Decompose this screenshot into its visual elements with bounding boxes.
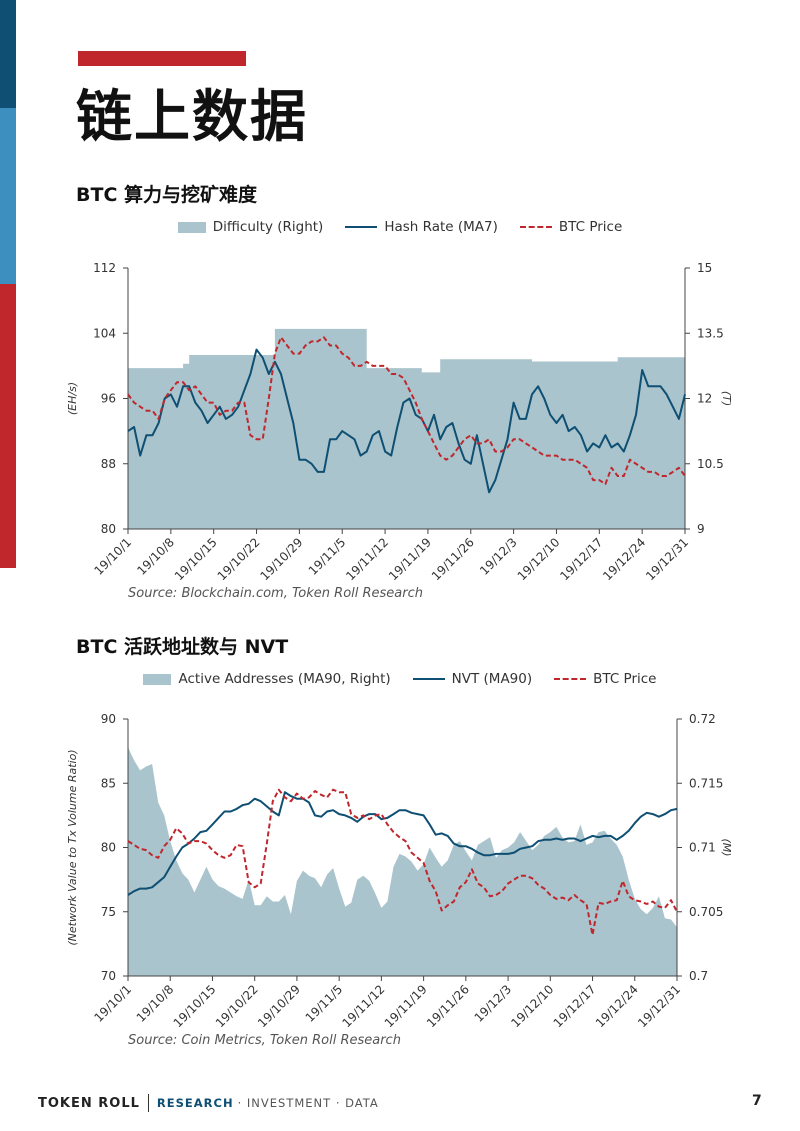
chart1-legend-swatch-line <box>345 226 378 228</box>
heading-rule <box>78 51 246 66</box>
chart1-legend-item-hashrate: Hash Rate (MA7) <box>345 219 498 235</box>
chart1-legend-swatch-dash <box>519 226 552 228</box>
chart1-ytick-right-label-1: 10.5 <box>697 457 724 471</box>
chart1-xtick-label-1: 19/10/8 <box>134 535 177 578</box>
chart2-legend-label-active: Active Addresses (MA90, Right) <box>178 671 391 687</box>
chart2-xtick-label-6: 19/11/12 <box>339 982 387 1030</box>
chart2-xtick-label-0: 19/10/1 <box>92 982 135 1025</box>
chart1-legend-item-difficulty: Difficulty (Right) <box>177 219 324 235</box>
chart1-legend-label-price: BTC Price <box>558 219 623 235</box>
chart2-series-1-line <box>127 791 678 896</box>
chart1-legend-label-difficulty: Difficulty (Right) <box>212 219 324 235</box>
chart1-xtick-label-12: 19/12/24 <box>600 535 648 583</box>
chart2-legend-label-price: BTC Price <box>593 671 657 687</box>
chart2-xtick-label-12: 19/12/24 <box>593 982 641 1030</box>
chart2-xtick-label-11: 19/12/17 <box>551 982 599 1030</box>
chart1-xtick-label-13: 19/12/31 <box>643 535 691 583</box>
chart2-ytick-left-label-3: 85 <box>101 776 116 790</box>
chart2-ytick-left-label-2: 80 <box>101 841 116 855</box>
chart1-legend: Difficulty (Right) Hash Rate (MA7) BTC P… <box>0 219 800 235</box>
chart1-xtick-label-5: 19/11/5 <box>306 535 349 578</box>
chart2-legend-item-nvt: NVT (MA90) <box>412 671 533 687</box>
chart1-xtick-label-3: 19/10/22 <box>215 535 263 583</box>
chart1-legend-swatch-area <box>177 221 206 233</box>
footer-tag-rest: · INVESTMENT · DATA <box>237 1096 379 1110</box>
chart1-xtick-label-0: 19/10/1 <box>92 535 135 578</box>
chart1-title: BTC 算力与挖矿难度 <box>76 184 258 206</box>
chart1-series-1-line <box>127 348 686 494</box>
chart2-xtick-label-4: 19/10/29 <box>255 982 303 1030</box>
chart2-legend-label-nvt: NVT (MA90) <box>451 671 533 687</box>
chart1-ylabel-right: (T) <box>720 391 733 406</box>
chart2-legend: Active Addresses (MA90, Right) NVT (MA90… <box>0 671 800 687</box>
footer-separator <box>147 1094 149 1112</box>
edge-accent-red <box>0 284 16 568</box>
chart2-xtick-label-2: 19/10/15 <box>171 982 219 1030</box>
chart2-series-2-dashed-line <box>127 788 678 936</box>
chart2-xtick-label-1: 19/10/8 <box>134 982 177 1025</box>
chart2-legend-swatch-area <box>143 673 172 685</box>
chart2-ytick-right-label-3: 0.715 <box>689 776 723 790</box>
chart1-ytick-right-label-4: 15 <box>697 261 712 275</box>
chart1-xtick-label-10: 19/12/10 <box>515 535 563 583</box>
chart2-title: BTC 活跃地址数与 NVT <box>76 636 289 658</box>
chart1-ytick-right-label-2: 12 <box>697 392 712 406</box>
chart2-xtick-label-7: 19/11/19 <box>382 982 430 1030</box>
chart2-legend-swatch-line <box>412 678 445 680</box>
chart2-ytick-right-label-1: 0.705 <box>689 905 723 919</box>
chart2-xtick-label-8: 19/11/26 <box>424 982 472 1030</box>
chart2-ytick-right-label-0: 0.7 <box>689 969 708 983</box>
chart1-ytick-right-label-0: 9 <box>697 522 705 536</box>
footer-brand: TOKEN ROLL <box>38 1095 140 1111</box>
chart1-xtick-label-9: 19/12/3 <box>477 535 520 578</box>
chart2-source: Source: Coin Metrics, Token Roll Researc… <box>128 1033 401 1048</box>
chart1-ytick-left-label-2: 96 <box>101 392 116 406</box>
chart2-ylabel-right: (M) <box>720 838 733 856</box>
chart1-ytick-left-label-3: 104 <box>93 326 116 340</box>
footer: TOKEN ROLL RESEARCH · INVESTMENT · DATA <box>38 1094 379 1112</box>
chart2-xtick-label-5: 19/11/5 <box>303 982 346 1025</box>
chart1-xtick-label-11: 19/12/17 <box>557 535 605 583</box>
chart1-ytick-left-label-1: 88 <box>101 457 116 471</box>
chart2-ylabel-left: (Network Value to Tx Volume Ratio) <box>66 749 79 945</box>
chart2-xtick-label-9: 19/12/3 <box>472 982 515 1025</box>
chart2-ytick-left-label-4: 90 <box>101 712 116 726</box>
chart1-source: Source: Blockchain.com, Token Roll Resea… <box>128 586 424 601</box>
chart1-xtick-label-4: 19/10/29 <box>257 535 305 583</box>
chart2-xtick-label-3: 19/10/22 <box>213 982 261 1030</box>
chart1-xtick-label-2: 19/10/15 <box>172 535 220 583</box>
edge-accent-blue <box>0 108 16 284</box>
chart1-series-2-dashed-line <box>127 336 686 486</box>
page-heading: 链上数据 <box>76 85 308 150</box>
footer-tag-research: RESEARCH <box>156 1096 234 1110</box>
chart2-series-0-area <box>128 747 677 976</box>
chart1-xtick-label-7: 19/11/19 <box>386 535 434 583</box>
chart1-ytick-left-label-0: 80 <box>101 522 116 536</box>
chart2-xtick-label-10: 19/12/10 <box>508 982 556 1030</box>
chart1-xtick-label-8: 19/11/26 <box>429 535 477 583</box>
chart1-legend-item-price: BTC Price <box>519 219 623 235</box>
page-number: 7 <box>752 1093 762 1109</box>
chart2-ytick-right-label-4: 0.72 <box>689 712 716 726</box>
chart2-ytick-left-label-1: 75 <box>101 905 116 919</box>
chart1-legend-label-hashrate: Hash Rate (MA7) <box>384 219 498 235</box>
chart1-series-0-area <box>128 328 685 529</box>
chart1-xtick-label-6: 19/11/12 <box>343 535 391 583</box>
chart2-xtick-label-13: 19/12/31 <box>635 982 683 1030</box>
chart1-ytick-left-label-4: 112 <box>93 261 116 275</box>
chart2-ytick-left-label-0: 70 <box>101 969 116 983</box>
chart2-legend-item-active: Active Addresses (MA90, Right) <box>143 671 391 687</box>
chart1-ytick-right-label-3: 13.5 <box>697 326 724 340</box>
chart2-ytick-right-label-2: 0.71 <box>689 841 716 855</box>
chart1-ylabel-left: (EH/s) <box>66 382 79 415</box>
chart2-legend-swatch-dash <box>554 678 587 680</box>
edge-accent-navy <box>0 0 16 108</box>
chart2-legend-item-price: BTC Price <box>554 671 657 687</box>
